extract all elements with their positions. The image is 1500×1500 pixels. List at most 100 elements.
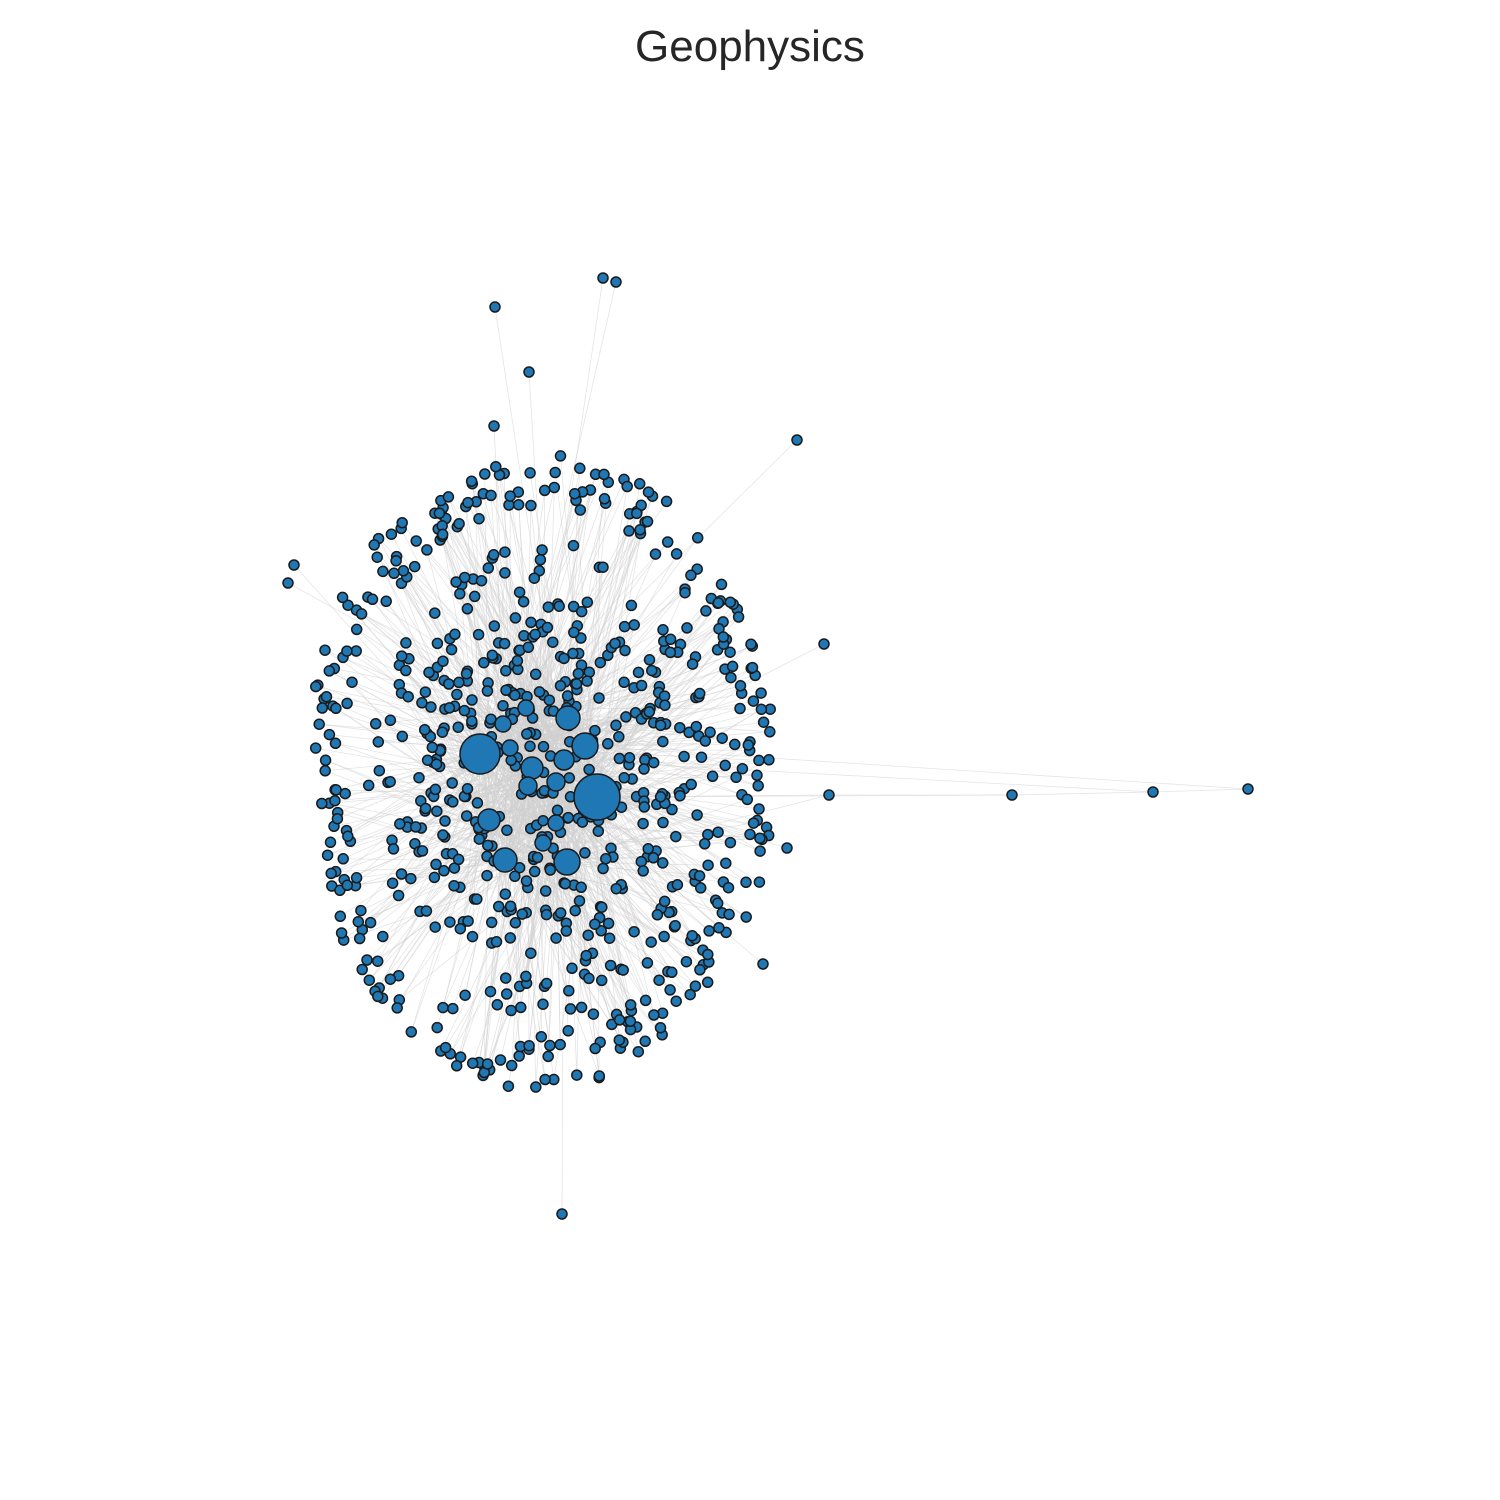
graph-edge xyxy=(334,753,481,802)
graph-node xyxy=(473,512,485,525)
graph-node xyxy=(566,962,578,975)
graph-node xyxy=(647,756,660,769)
graph-node xyxy=(564,1003,577,1015)
graph-node xyxy=(471,893,483,905)
graph-edge xyxy=(358,859,506,923)
graph-node xyxy=(450,576,462,588)
graph-node xyxy=(520,970,532,983)
graph-node xyxy=(581,596,594,608)
graph-node xyxy=(421,544,433,556)
graph-node xyxy=(628,619,640,631)
graph-edge xyxy=(471,481,529,787)
graph-node xyxy=(823,789,835,801)
graph-node xyxy=(753,876,766,888)
graph-node xyxy=(757,716,770,728)
graph-node xyxy=(452,721,464,733)
graph-node xyxy=(466,930,479,943)
graph-node xyxy=(356,963,368,976)
graph-node xyxy=(717,631,730,643)
graph-node xyxy=(660,495,673,508)
graph-node xyxy=(384,775,396,788)
graph-node xyxy=(448,880,460,892)
graph-node xyxy=(363,974,376,986)
graph-node xyxy=(818,638,830,650)
graph-node xyxy=(472,628,485,641)
graph-node xyxy=(443,678,455,690)
graph-node xyxy=(466,694,478,706)
graph-node xyxy=(439,1041,452,1054)
graph-node xyxy=(504,932,517,944)
graph-node xyxy=(372,990,384,1003)
graph-node xyxy=(671,879,684,891)
graph-edge xyxy=(329,802,544,844)
graph-node xyxy=(597,272,609,284)
graph-node xyxy=(711,897,724,910)
graph-node xyxy=(442,491,455,503)
graph-node xyxy=(491,999,504,1011)
graph-node xyxy=(384,714,397,727)
graph-node xyxy=(597,561,609,573)
graph-node xyxy=(598,468,610,481)
graph-node xyxy=(341,879,354,892)
graph-node xyxy=(702,859,714,871)
graph-node xyxy=(329,794,341,807)
graph-node xyxy=(524,740,536,753)
graph-node xyxy=(576,816,589,828)
graph-node xyxy=(499,972,512,984)
graph-edge xyxy=(566,636,724,863)
graph-node xyxy=(567,600,580,613)
graph-node xyxy=(459,989,471,1001)
graph-node xyxy=(460,810,473,822)
graph-node xyxy=(549,466,561,479)
graph-node xyxy=(632,1045,645,1058)
graph-node xyxy=(539,885,552,897)
graph-node xyxy=(693,687,706,700)
graph-node xyxy=(553,749,575,771)
graph-node xyxy=(579,847,591,859)
graph-node xyxy=(482,839,494,852)
graph-node xyxy=(336,591,349,604)
graph-node xyxy=(722,881,735,894)
graph-edge xyxy=(373,544,490,821)
graph-node xyxy=(567,539,580,552)
graph-node xyxy=(618,772,630,784)
graph-node xyxy=(461,783,474,795)
graph-node xyxy=(369,718,382,730)
graph-node xyxy=(468,590,481,603)
graph-node xyxy=(637,865,649,877)
graph-node xyxy=(726,660,739,673)
graph-node xyxy=(339,787,351,800)
graph-node xyxy=(372,736,385,748)
graph-node xyxy=(613,752,626,765)
graph-node xyxy=(512,498,525,511)
graph-node xyxy=(645,936,657,948)
graph-edge xyxy=(500,822,557,1061)
graph-node xyxy=(550,932,562,944)
graph-node xyxy=(460,668,473,680)
graph-node xyxy=(678,750,690,763)
graph-node xyxy=(554,679,567,692)
graph-edge xyxy=(504,553,677,861)
graph-node xyxy=(313,718,325,730)
graph-node xyxy=(638,763,650,775)
graph-edge xyxy=(448,496,527,709)
graph-node xyxy=(656,857,669,869)
graph-node xyxy=(669,919,681,932)
graph-node xyxy=(635,679,648,692)
graph-node xyxy=(666,966,678,979)
graph-node xyxy=(511,655,524,667)
graph-node xyxy=(561,690,574,702)
graph-node xyxy=(691,532,704,544)
graph-edge xyxy=(503,473,511,749)
graph-node xyxy=(634,524,646,536)
graph-node xyxy=(498,637,511,650)
graph-edge xyxy=(494,306,565,761)
graph-edge xyxy=(335,707,544,844)
graph-node xyxy=(500,665,512,677)
graph-node xyxy=(702,948,714,961)
graph-edge xyxy=(366,781,557,961)
graph-node xyxy=(642,486,655,498)
graph-node xyxy=(657,735,669,748)
graph-node xyxy=(371,551,383,563)
